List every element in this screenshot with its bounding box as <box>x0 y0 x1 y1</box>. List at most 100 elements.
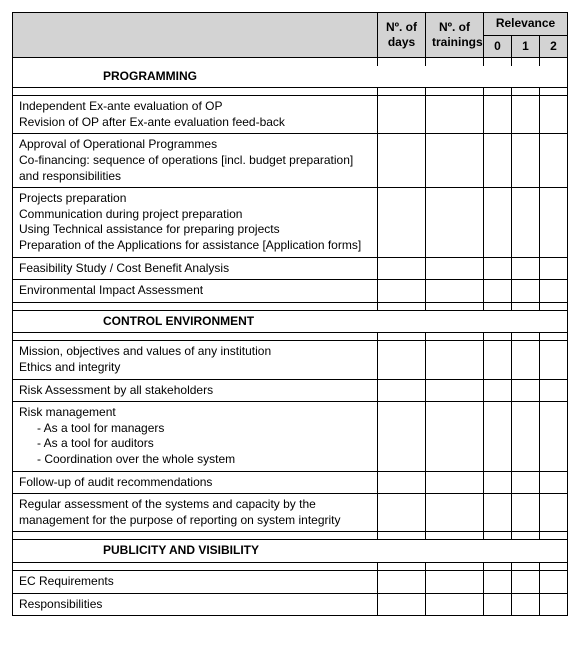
spacer-row <box>13 302 568 310</box>
row-description: Regular assessment of the systems and ca… <box>13 494 378 532</box>
cell-relevance <box>484 96 512 134</box>
section-title: PUBLICITY AND VISIBILITY <box>13 540 568 563</box>
cell-relevance <box>484 570 512 593</box>
cell-days <box>378 402 426 471</box>
cell-relevance <box>512 188 540 257</box>
cell-relevance <box>540 280 568 303</box>
cell-trainings <box>426 280 484 303</box>
cell-relevance <box>540 402 568 471</box>
cell-days <box>378 570 426 593</box>
cell-days <box>378 188 426 257</box>
cell-relevance <box>484 593 512 616</box>
cell-days <box>378 341 426 379</box>
header-rel-1: 1 <box>512 35 540 58</box>
table-header: Nº. of days Nº. of trainings Relevance 0… <box>13 13 568 58</box>
sub-item: As a tool for managers <box>37 421 371 437</box>
cell-relevance <box>484 471 512 494</box>
cell-relevance <box>512 257 540 280</box>
cell-relevance <box>484 280 512 303</box>
cell-relevance <box>540 494 568 532</box>
cell-relevance <box>484 379 512 402</box>
cell-relevance <box>512 570 540 593</box>
cell-relevance <box>512 134 540 188</box>
cell-relevance <box>540 257 568 280</box>
cell-trainings <box>426 134 484 188</box>
cell-relevance <box>540 593 568 616</box>
cell-relevance <box>512 280 540 303</box>
cell-relevance <box>512 494 540 532</box>
table-row: Follow-up of audit recommendations <box>13 471 568 494</box>
spacer-row <box>13 333 568 341</box>
cell-relevance <box>484 257 512 280</box>
cell-trainings <box>426 341 484 379</box>
sub-item: Coordination over the whole system <box>37 452 371 468</box>
section-header: CONTROL ENVIRONMENT <box>13 310 568 333</box>
table-row: Risk Assessment by all stakeholders <box>13 379 568 402</box>
cell-trainings <box>426 257 484 280</box>
row-description: Risk Assessment by all stakeholders <box>13 379 378 402</box>
cell-trainings <box>426 494 484 532</box>
table-row: Risk managementAs a tool for managersAs … <box>13 402 568 471</box>
table-row: Responsibilities <box>13 593 568 616</box>
sub-item: As a tool for auditors <box>37 436 371 452</box>
cell-trainings <box>426 402 484 471</box>
cell-trainings <box>426 96 484 134</box>
spacer-row <box>13 58 568 66</box>
section-header: PROGRAMMING <box>13 66 568 88</box>
spacer-row <box>13 532 568 540</box>
row-description: Responsibilities <box>13 593 378 616</box>
table-row: Independent Ex-ante evaluation of OPRevi… <box>13 96 568 134</box>
cell-relevance <box>540 341 568 379</box>
cell-days <box>378 257 426 280</box>
cell-relevance <box>484 188 512 257</box>
cell-relevance <box>540 188 568 257</box>
row-description: Risk managementAs a tool for managersAs … <box>13 402 378 471</box>
cell-trainings <box>426 593 484 616</box>
cell-relevance <box>540 471 568 494</box>
table-row: Feasibility Study / Cost Benefit Analysi… <box>13 257 568 280</box>
sub-list: As a tool for managersAs a tool for audi… <box>19 421 371 468</box>
cell-relevance <box>540 96 568 134</box>
row-description: Independent Ex-ante evaluation of OPRevi… <box>13 96 378 134</box>
section-title: CONTROL ENVIRONMENT <box>13 310 568 333</box>
table-row: Regular assessment of the systems and ca… <box>13 494 568 532</box>
assessment-table: Nº. of days Nº. of trainings Relevance 0… <box>12 12 568 616</box>
section-header: PUBLICITY AND VISIBILITY <box>13 540 568 563</box>
header-rel-2: 2 <box>540 35 568 58</box>
cell-relevance <box>512 341 540 379</box>
cell-trainings <box>426 570 484 593</box>
cell-days <box>378 379 426 402</box>
cell-trainings <box>426 379 484 402</box>
cell-days <box>378 494 426 532</box>
cell-relevance <box>484 134 512 188</box>
row-description: Projects preparationCommunication during… <box>13 188 378 257</box>
cell-relevance <box>512 96 540 134</box>
cell-trainings <box>426 471 484 494</box>
spacer-row <box>13 562 568 570</box>
cell-relevance <box>484 402 512 471</box>
cell-relevance <box>540 134 568 188</box>
row-description: Environmental Impact Assessment <box>13 280 378 303</box>
cell-trainings <box>426 188 484 257</box>
cell-relevance <box>484 494 512 532</box>
header-rel-0: 0 <box>484 35 512 58</box>
cell-relevance <box>484 341 512 379</box>
spacer-row <box>13 88 568 96</box>
row-description: Approval of Operational ProgrammesCo-fin… <box>13 134 378 188</box>
table-row: EC Requirements <box>13 570 568 593</box>
cell-days <box>378 593 426 616</box>
table-body: PROGRAMMING Independent Ex-ante evaluatio… <box>13 58 568 616</box>
cell-days <box>378 96 426 134</box>
cell-relevance <box>512 402 540 471</box>
cell-days <box>378 134 426 188</box>
header-relevance: Relevance <box>484 13 568 36</box>
cell-relevance <box>512 379 540 402</box>
cell-relevance <box>540 570 568 593</box>
row-description: Mission, objectives and values of any in… <box>13 341 378 379</box>
header-trainings: Nº. of trainings <box>426 13 484 58</box>
row-description: EC Requirements <box>13 570 378 593</box>
cell-relevance <box>512 593 540 616</box>
section-title: PROGRAMMING <box>13 66 568 88</box>
cell-relevance <box>512 471 540 494</box>
table-row: Projects preparationCommunication during… <box>13 188 568 257</box>
